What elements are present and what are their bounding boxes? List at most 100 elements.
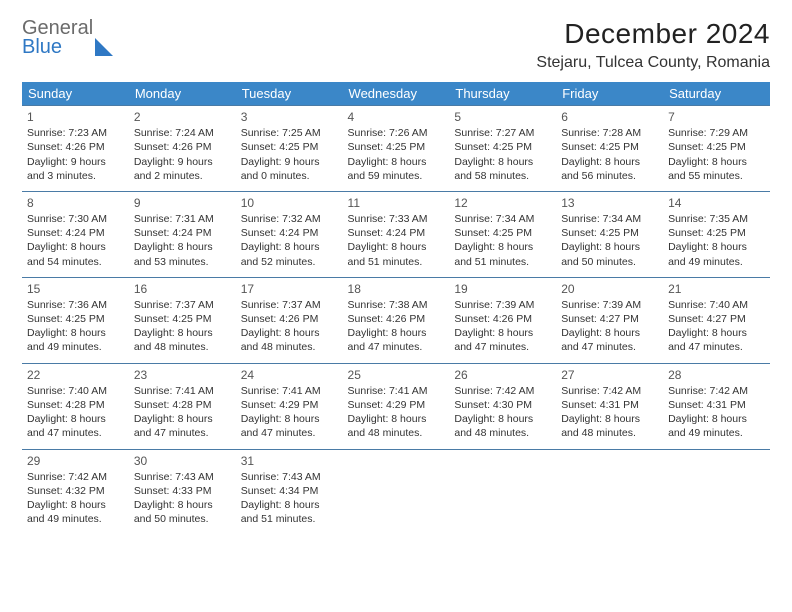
sunset-line: Sunset: 4:25 PM xyxy=(134,312,231,326)
day-cell: 10Sunrise: 7:32 AMSunset: 4:24 PMDayligh… xyxy=(236,191,343,277)
day-header: Sunday xyxy=(22,82,129,106)
sunrise-line: Sunrise: 7:34 AM xyxy=(454,212,551,226)
sunrise-line: Sunrise: 7:34 AM xyxy=(561,212,658,226)
daylight-line: Daylight: 8 hours and 53 minutes. xyxy=(134,240,231,268)
sunset-line: Sunset: 4:31 PM xyxy=(561,398,658,412)
day-cell: 31Sunrise: 7:43 AMSunset: 4:34 PMDayligh… xyxy=(236,449,343,534)
daylight-line: Daylight: 8 hours and 48 minutes. xyxy=(561,412,658,440)
sunrise-line: Sunrise: 7:36 AM xyxy=(27,298,124,312)
day-number: 11 xyxy=(348,195,445,211)
day-cell: 29Sunrise: 7:42 AMSunset: 4:32 PMDayligh… xyxy=(22,449,129,534)
sunrise-line: Sunrise: 7:37 AM xyxy=(134,298,231,312)
sunset-line: Sunset: 4:25 PM xyxy=(668,140,765,154)
day-number: 5 xyxy=(454,109,551,125)
day-cell: 3Sunrise: 7:25 AMSunset: 4:25 PMDaylight… xyxy=(236,106,343,192)
day-number: 12 xyxy=(454,195,551,211)
day-cell: 19Sunrise: 7:39 AMSunset: 4:26 PMDayligh… xyxy=(449,277,556,363)
title-block: December 2024 Stejaru, Tulcea County, Ro… xyxy=(536,18,770,72)
sunrise-line: Sunrise: 7:40 AM xyxy=(27,384,124,398)
sunrise-line: Sunrise: 7:23 AM xyxy=(27,126,124,140)
day-cell: 1Sunrise: 7:23 AMSunset: 4:26 PMDaylight… xyxy=(22,106,129,192)
sunset-line: Sunset: 4:25 PM xyxy=(348,140,445,154)
day-number: 19 xyxy=(454,281,551,297)
day-header: Wednesday xyxy=(343,82,450,106)
day-header: Saturday xyxy=(663,82,770,106)
day-cell: 28Sunrise: 7:42 AMSunset: 4:31 PMDayligh… xyxy=(663,363,770,449)
sunrise-line: Sunrise: 7:43 AM xyxy=(241,470,338,484)
sunrise-line: Sunrise: 7:39 AM xyxy=(454,298,551,312)
day-number: 29 xyxy=(27,453,124,469)
day-number: 28 xyxy=(668,367,765,383)
day-cell: 17Sunrise: 7:37 AMSunset: 4:26 PMDayligh… xyxy=(236,277,343,363)
sunrise-line: Sunrise: 7:28 AM xyxy=(561,126,658,140)
daylight-line: Daylight: 8 hours and 49 minutes. xyxy=(668,240,765,268)
daylight-line: Daylight: 8 hours and 56 minutes. xyxy=(561,155,658,183)
daylight-line: Daylight: 8 hours and 54 minutes. xyxy=(27,240,124,268)
sunrise-line: Sunrise: 7:30 AM xyxy=(27,212,124,226)
day-cell: 26Sunrise: 7:42 AMSunset: 4:30 PMDayligh… xyxy=(449,363,556,449)
day-number: 2 xyxy=(134,109,231,125)
sunrise-line: Sunrise: 7:42 AM xyxy=(27,470,124,484)
day-header-row: Sunday Monday Tuesday Wednesday Thursday… xyxy=(22,82,770,106)
day-number: 7 xyxy=(668,109,765,125)
day-number: 18 xyxy=(348,281,445,297)
day-cell: 14Sunrise: 7:35 AMSunset: 4:25 PMDayligh… xyxy=(663,191,770,277)
sunrise-line: Sunrise: 7:40 AM xyxy=(668,298,765,312)
week-row: 22Sunrise: 7:40 AMSunset: 4:28 PMDayligh… xyxy=(22,363,770,449)
month-title: December 2024 xyxy=(536,18,770,50)
sunrise-line: Sunrise: 7:29 AM xyxy=(668,126,765,140)
sunrise-line: Sunrise: 7:38 AM xyxy=(348,298,445,312)
sunrise-line: Sunrise: 7:32 AM xyxy=(241,212,338,226)
day-cell: 25Sunrise: 7:41 AMSunset: 4:29 PMDayligh… xyxy=(343,363,450,449)
sunset-line: Sunset: 4:26 PM xyxy=(241,312,338,326)
daylight-line: Daylight: 8 hours and 59 minutes. xyxy=(348,155,445,183)
daylight-line: Daylight: 8 hours and 52 minutes. xyxy=(241,240,338,268)
daylight-line: Daylight: 8 hours and 48 minutes. xyxy=(134,326,231,354)
calendar-table: Sunday Monday Tuesday Wednesday Thursday… xyxy=(22,82,770,534)
week-row: 1Sunrise: 7:23 AMSunset: 4:26 PMDaylight… xyxy=(22,106,770,192)
daylight-line: Daylight: 8 hours and 47 minutes. xyxy=(241,412,338,440)
sunset-line: Sunset: 4:26 PM xyxy=(27,140,124,154)
day-number: 9 xyxy=(134,195,231,211)
sunset-line: Sunset: 4:27 PM xyxy=(668,312,765,326)
sunset-line: Sunset: 4:28 PM xyxy=(27,398,124,412)
day-header: Thursday xyxy=(449,82,556,106)
day-header: Monday xyxy=(129,82,236,106)
sunrise-line: Sunrise: 7:24 AM xyxy=(134,126,231,140)
week-row: 15Sunrise: 7:36 AMSunset: 4:25 PMDayligh… xyxy=(22,277,770,363)
week-row: 8Sunrise: 7:30 AMSunset: 4:24 PMDaylight… xyxy=(22,191,770,277)
day-number: 24 xyxy=(241,367,338,383)
daylight-line: Daylight: 8 hours and 55 minutes. xyxy=(668,155,765,183)
day-cell: 27Sunrise: 7:42 AMSunset: 4:31 PMDayligh… xyxy=(556,363,663,449)
day-number: 21 xyxy=(668,281,765,297)
daylight-line: Daylight: 8 hours and 49 minutes. xyxy=(668,412,765,440)
daylight-line: Daylight: 8 hours and 47 minutes. xyxy=(27,412,124,440)
sunset-line: Sunset: 4:25 PM xyxy=(561,140,658,154)
day-cell: 20Sunrise: 7:39 AMSunset: 4:27 PMDayligh… xyxy=(556,277,663,363)
location: Stejaru, Tulcea County, Romania xyxy=(536,54,770,72)
sunset-line: Sunset: 4:24 PM xyxy=(134,226,231,240)
day-cell: 6Sunrise: 7:28 AMSunset: 4:25 PMDaylight… xyxy=(556,106,663,192)
daylight-line: Daylight: 8 hours and 49 minutes. xyxy=(27,498,124,526)
day-number: 25 xyxy=(348,367,445,383)
day-cell xyxy=(663,449,770,534)
daylight-line: Daylight: 8 hours and 48 minutes. xyxy=(241,326,338,354)
sunset-line: Sunset: 4:34 PM xyxy=(241,484,338,498)
day-cell: 4Sunrise: 7:26 AMSunset: 4:25 PMDaylight… xyxy=(343,106,450,192)
day-number: 30 xyxy=(134,453,231,469)
day-number: 17 xyxy=(241,281,338,297)
day-number: 16 xyxy=(134,281,231,297)
day-header: Tuesday xyxy=(236,82,343,106)
sunrise-line: Sunrise: 7:41 AM xyxy=(348,384,445,398)
daylight-line: Daylight: 8 hours and 47 minutes. xyxy=(561,326,658,354)
sunset-line: Sunset: 4:24 PM xyxy=(348,226,445,240)
daylight-line: Daylight: 9 hours and 2 minutes. xyxy=(134,155,231,183)
day-cell: 15Sunrise: 7:36 AMSunset: 4:25 PMDayligh… xyxy=(22,277,129,363)
daylight-line: Daylight: 8 hours and 47 minutes. xyxy=(348,326,445,354)
sunset-line: Sunset: 4:26 PM xyxy=(134,140,231,154)
sunrise-line: Sunrise: 7:37 AM xyxy=(241,298,338,312)
day-number: 3 xyxy=(241,109,338,125)
daylight-line: Daylight: 8 hours and 51 minutes. xyxy=(241,498,338,526)
day-number: 23 xyxy=(134,367,231,383)
day-number: 31 xyxy=(241,453,338,469)
